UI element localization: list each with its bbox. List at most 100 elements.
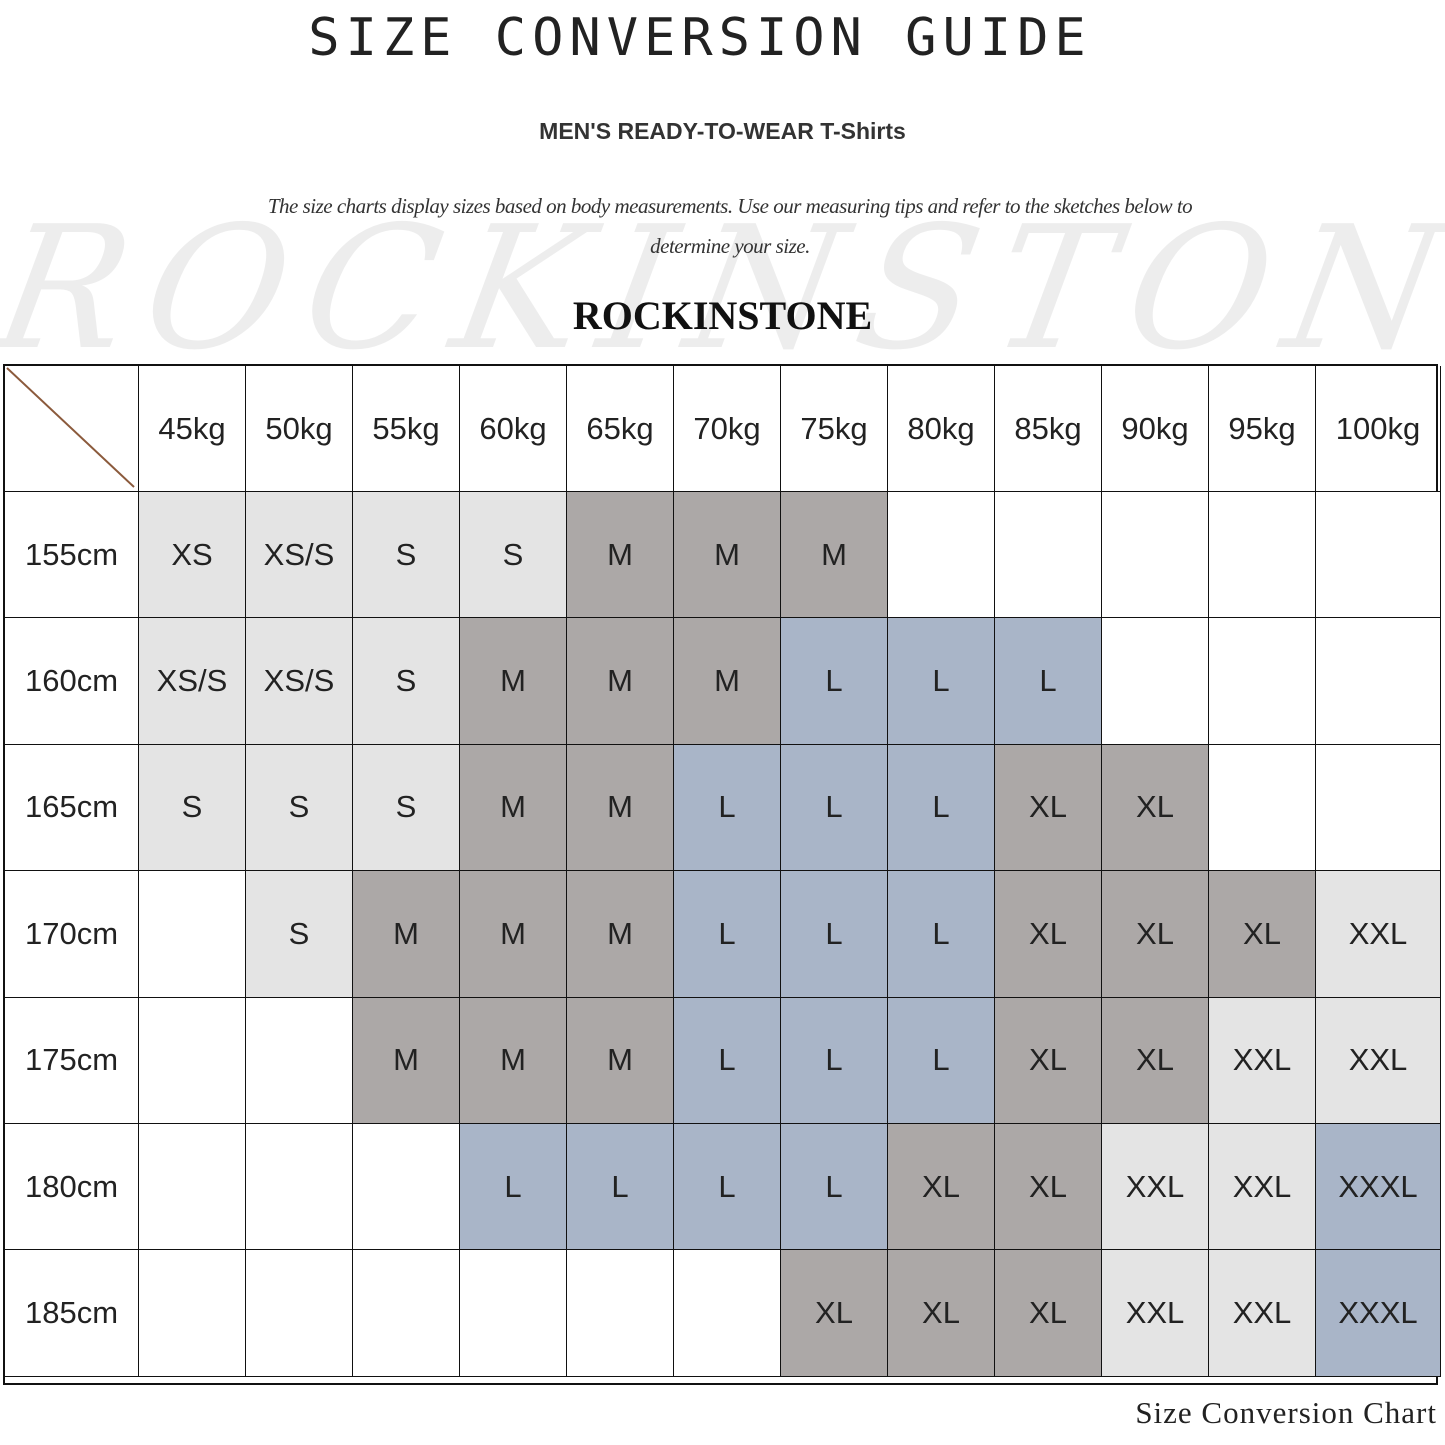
size-cell: XL [1209,871,1316,998]
weight-header: 80kg [888,366,995,492]
empty-cell [460,1250,567,1377]
size-cell: M [460,744,567,872]
size-cell: XXL [1316,871,1441,998]
weight-header: 45kg [139,366,246,492]
size-cell: S [353,492,460,619]
height-header: 175cm [5,997,139,1124]
height-header: 170cm [5,871,139,998]
size-cell: L [781,744,888,872]
corner-cell [5,366,139,492]
diagonal-divider [6,367,135,488]
weight-header: 90kg [1102,366,1209,492]
size-cell: L [888,871,995,998]
size-cell: L [567,1123,674,1251]
size-cell: XL [995,744,1102,872]
size-cell: L [674,1123,781,1251]
size-cell: M [674,618,781,745]
weight-header: 50kg [246,366,353,492]
size-cell: S [246,744,353,872]
weight-header: 95kg [1209,366,1316,492]
footer-caption: Size Conversion Chart [1135,1395,1437,1430]
empty-cell [995,492,1102,619]
weight-header: 75kg [781,366,888,492]
page-subtitle: MEN'S READY-TO-WEAR T-Shirts [539,118,906,144]
size-cell: XXL [1209,1123,1316,1251]
empty-cell [1209,492,1316,619]
size-cell: L [781,997,888,1124]
empty-cell [1316,492,1441,619]
description: The size charts display sizes based on b… [267,194,1193,258]
size-cell: S [460,492,567,619]
empty-cell [139,1250,246,1377]
size-cell: M [567,744,674,872]
empty-cell [353,1123,460,1251]
size-cell: S [139,744,246,872]
size-cell: L [674,744,781,872]
size-cell: S [353,618,460,745]
empty-cell [1102,618,1209,745]
size-cell: M [567,871,674,998]
empty-cell [1209,618,1316,745]
size-cell: L [781,1123,888,1251]
size-cell: M [567,997,674,1124]
size-cell: M [567,492,674,619]
empty-cell [246,1250,353,1377]
empty-cell [139,997,246,1124]
size-cell: L [781,618,888,745]
height-header: 180cm [5,1123,139,1251]
size-cell: L [674,871,781,998]
weight-header: 70kg [674,366,781,492]
empty-cell [246,1123,353,1251]
size-cell: XL [1102,997,1209,1124]
size-cell: S [246,871,353,998]
size-cell: XL [995,871,1102,998]
height-header: 160cm [5,618,139,745]
size-cell: M [781,492,888,619]
size-cell: XXL [1209,997,1316,1124]
empty-cell [674,1250,781,1377]
weight-header: 55kg [353,366,460,492]
size-cell: XS/S [246,618,353,745]
empty-cell [1316,744,1441,872]
size-cell: XL [1102,744,1209,872]
height-header: 155cm [5,492,139,619]
size-cell: L [995,618,1102,745]
page-title: SIZE CONVERSION GUIDE [308,8,1092,68]
weight-header: 85kg [995,366,1102,492]
size-cell: XL [995,997,1102,1124]
size-cell: M [460,618,567,745]
size-cell: XL [888,1123,995,1251]
size-cell: L [460,1123,567,1251]
size-cell: XL [995,1123,1102,1251]
size-cell: L [781,871,888,998]
empty-cell [139,871,246,998]
weight-header: 100kg [1316,366,1441,492]
size-cell: M [674,492,781,619]
empty-cell [1316,618,1441,745]
size-cell: XXL [1316,997,1441,1124]
size-table: 45kg 50kg 55kg 60kg 65kg 70kg 75kg 80kg 85kg 90kg… [3,364,1441,1385]
size-cell: M [353,997,460,1124]
size-cell: XL [995,1250,1102,1377]
size-cell: M [460,871,567,998]
size-cell: XS/S [139,618,246,745]
size-cell: M [353,871,460,998]
size-cell: XL [781,1250,888,1377]
height-header: 185cm [5,1250,139,1377]
size-cell: S [353,744,460,872]
size-cell: XXL [1209,1250,1316,1377]
size-cell: XL [1102,871,1209,998]
empty-cell [888,492,995,619]
size-cell: XS [139,492,246,619]
brand-name: ROCKINSTONE [572,293,873,338]
empty-cell [353,1250,460,1377]
size-cell: L [888,618,995,745]
empty-cell [246,997,353,1124]
size-cell: M [460,997,567,1124]
weight-header: 60kg [460,366,567,492]
size-cell: XL [888,1250,995,1377]
size-cell: M [567,618,674,745]
empty-cell [567,1250,674,1377]
size-cell: XS/S [246,492,353,619]
size-cell: XXXL [1316,1123,1441,1251]
